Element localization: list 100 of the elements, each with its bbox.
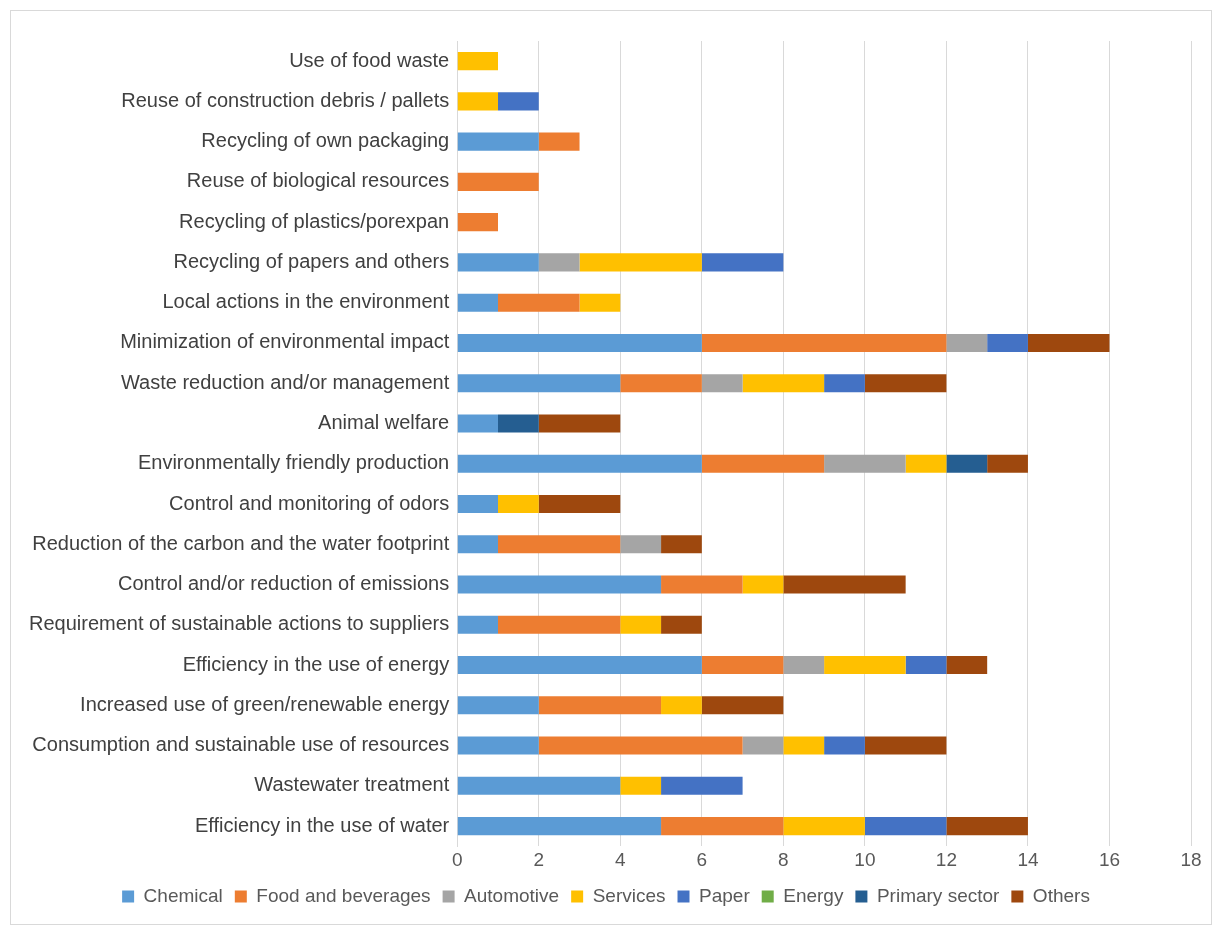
bar (457, 575, 662, 594)
bar (661, 535, 702, 554)
bar (824, 374, 865, 393)
legend-label: Services (592, 884, 666, 906)
bar (905, 454, 947, 473)
bar (579, 293, 621, 312)
bar (701, 696, 784, 715)
y-tick-label: Waste reduction and/or management (120, 370, 450, 393)
y-tick-label: Recycling of papers and others (173, 249, 450, 272)
bar (661, 776, 743, 795)
y-tick-label: Recycling of plastics/porexpan (179, 209, 450, 232)
bar (1027, 333, 1110, 353)
bar (661, 696, 702, 715)
legend-label: Others (1032, 884, 1090, 906)
y-tick-label: Consumption and sustainable use of resources (32, 733, 450, 756)
y-tick-label: Reuse of biological resources (186, 169, 450, 192)
bar (661, 575, 743, 594)
bar (538, 414, 621, 433)
bar (457, 374, 621, 393)
bar (824, 454, 906, 473)
bar (824, 736, 865, 755)
y-tick-label: Reuse of construction debris / pallets (121, 88, 450, 111)
bar (538, 132, 580, 151)
x-tick-label: 8 (778, 848, 789, 870)
bar (783, 655, 825, 675)
y-tick-label: Animal welfare (318, 410, 450, 433)
y-tick-label: Environmentally friendly production (137, 451, 450, 474)
x-tick-label: 10 (854, 848, 876, 870)
bar (620, 374, 702, 393)
bar (701, 655, 784, 675)
bar (457, 817, 662, 836)
bar (946, 655, 988, 675)
bar (457, 414, 498, 433)
bar (538, 696, 662, 715)
bar (457, 454, 702, 473)
legend-label: Energy (783, 884, 844, 906)
bar (620, 535, 662, 554)
bar (498, 92, 539, 111)
x-tick-label: 6 (696, 848, 708, 870)
bar (457, 494, 498, 514)
bar (987, 454, 1028, 473)
bar (783, 736, 825, 755)
x-tick-label: 4 (615, 848, 626, 870)
bar (946, 454, 988, 473)
bar (457, 535, 498, 554)
bar (457, 736, 539, 755)
bar (498, 414, 539, 433)
bar (783, 575, 906, 594)
bar (457, 52, 498, 71)
legend-label: Chemical (143, 884, 223, 906)
bar (498, 535, 621, 554)
bar (742, 736, 784, 755)
y-tick-label: Local actions in the environment (162, 290, 450, 313)
legend-label: Automotive (464, 884, 560, 906)
bar (498, 615, 621, 634)
bar (864, 817, 947, 836)
y-tick-label: Control and/or reduction of emissions (117, 572, 450, 595)
x-tick-label: 14 (1017, 848, 1039, 870)
bar (457, 776, 621, 795)
bar (824, 655, 906, 675)
bar (457, 92, 498, 111)
bar (457, 253, 539, 272)
bar (742, 374, 825, 393)
bar (538, 253, 580, 272)
bar (701, 253, 784, 272)
y-tick-label: Requirement of sustainable actions to suppliers (29, 612, 450, 635)
y-tick-label: Efficiency in the use of water (195, 813, 450, 836)
bar (538, 736, 743, 755)
bar (987, 333, 1028, 353)
bar (457, 132, 539, 151)
bar (946, 817, 1028, 836)
bar (783, 817, 865, 836)
bar (701, 333, 947, 353)
bar (661, 615, 702, 634)
x-tick-label: 12 (935, 848, 957, 870)
bar (701, 374, 743, 393)
bar (905, 655, 947, 675)
bar (579, 253, 702, 272)
y-tick-label: Wastewater treatment (254, 773, 450, 796)
bar (457, 696, 539, 715)
bar (498, 494, 539, 514)
bar (946, 333, 988, 353)
x-tick-label: 16 (1098, 848, 1121, 870)
bar (457, 213, 498, 232)
legend-label: Paper (699, 884, 751, 906)
bar (661, 817, 784, 836)
bar (457, 333, 702, 353)
bar (742, 575, 784, 594)
y-tick-label: Control and monitoring of odors (169, 491, 450, 514)
y-tick-label: Efficiency in the use of energy (182, 652, 450, 675)
legend-label: Food and beverages (256, 884, 431, 906)
bar (701, 454, 825, 473)
x-tick-label: 2 (533, 848, 545, 870)
bar (457, 293, 498, 312)
bar (457, 172, 539, 191)
y-tick-label: Reduction of the carbon and the water footprint (32, 531, 450, 554)
y-tick-label: Use of food waste (289, 48, 450, 71)
legend-label: Primary sector (876, 884, 1001, 906)
y-tick-label: Recycling of own packaging (201, 129, 450, 152)
bar (620, 776, 662, 795)
